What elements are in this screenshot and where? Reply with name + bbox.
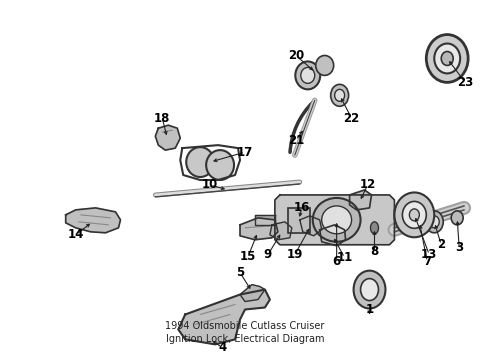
Ellipse shape [402, 201, 426, 228]
Ellipse shape [361, 279, 378, 301]
Text: 6: 6 [333, 255, 341, 268]
Text: 7: 7 [423, 255, 431, 268]
Text: 1: 1 [366, 303, 373, 316]
Text: 16: 16 [294, 201, 310, 215]
Text: 21: 21 [288, 134, 304, 147]
Ellipse shape [370, 222, 378, 234]
Polygon shape [155, 125, 180, 150]
Polygon shape [240, 218, 278, 240]
Ellipse shape [186, 147, 214, 177]
Ellipse shape [206, 150, 234, 180]
Ellipse shape [322, 206, 352, 234]
Text: 22: 22 [343, 112, 360, 125]
Ellipse shape [335, 89, 344, 101]
Polygon shape [178, 289, 270, 345]
Text: 3: 3 [455, 241, 463, 254]
Bar [288, 208, 310, 233]
Ellipse shape [409, 209, 419, 221]
Polygon shape [66, 208, 121, 233]
Ellipse shape [313, 198, 361, 242]
Text: 20: 20 [288, 49, 304, 62]
Ellipse shape [295, 62, 320, 89]
Ellipse shape [441, 51, 453, 66]
Polygon shape [349, 190, 371, 210]
Ellipse shape [434, 44, 460, 73]
Text: 4: 4 [218, 341, 226, 354]
Ellipse shape [331, 84, 348, 106]
Text: 14: 14 [68, 228, 84, 241]
Text: 11: 11 [337, 251, 353, 264]
Polygon shape [300, 216, 322, 236]
Ellipse shape [425, 211, 443, 233]
Text: 12: 12 [359, 179, 376, 192]
Ellipse shape [429, 216, 439, 228]
Polygon shape [240, 285, 265, 302]
Text: 23: 23 [457, 76, 473, 89]
Polygon shape [394, 208, 417, 220]
Text: 19: 19 [287, 248, 303, 261]
Text: 9: 9 [264, 248, 272, 261]
Text: 15: 15 [240, 250, 256, 263]
Text: 2: 2 [437, 238, 445, 251]
Text: 13: 13 [421, 248, 438, 261]
Ellipse shape [301, 67, 315, 84]
Text: 1994 Oldsmobile Cutlass Cruiser
Ignition Lock, Electrical Diagram: 1994 Oldsmobile Cutlass Cruiser Ignition… [165, 321, 325, 345]
Text: 17: 17 [237, 145, 253, 159]
Text: 8: 8 [370, 245, 379, 258]
Polygon shape [270, 222, 292, 240]
Text: 5: 5 [236, 266, 244, 279]
Polygon shape [275, 195, 394, 245]
Text: 18: 18 [154, 112, 171, 125]
Ellipse shape [354, 271, 386, 309]
Polygon shape [255, 215, 275, 225]
Ellipse shape [394, 193, 434, 237]
Text: 10: 10 [202, 179, 218, 192]
Ellipse shape [426, 35, 468, 82]
Ellipse shape [451, 211, 463, 225]
Ellipse shape [316, 55, 334, 75]
Polygon shape [319, 225, 345, 246]
